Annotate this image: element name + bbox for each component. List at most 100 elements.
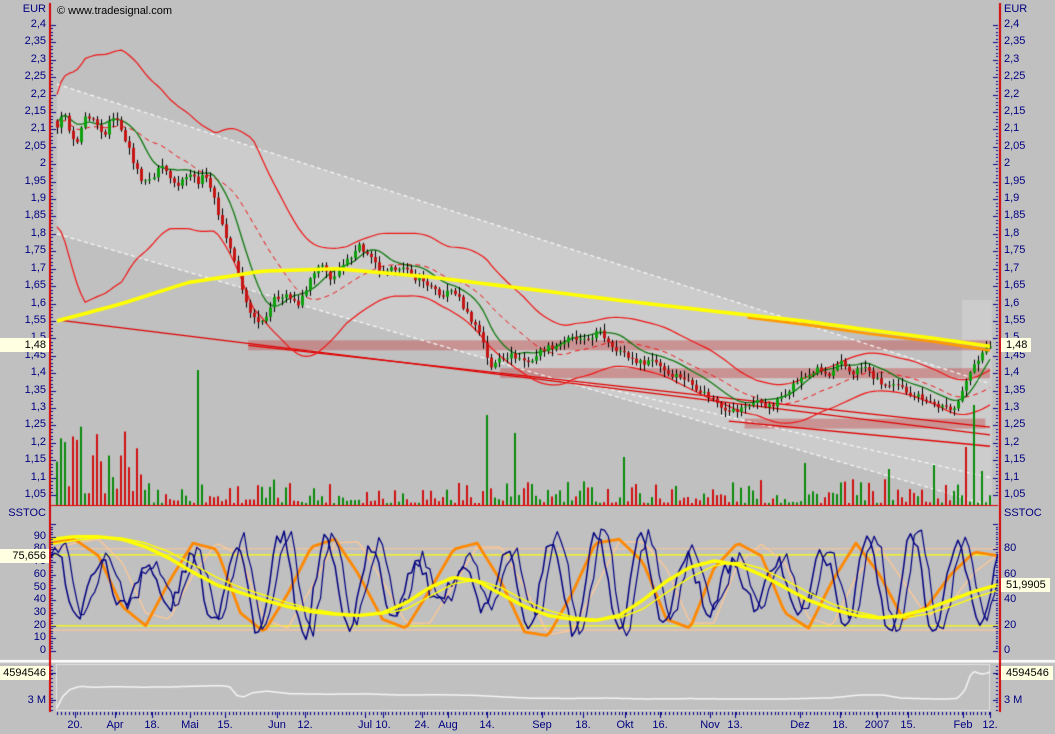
price-axis-label: 1,1 [1004, 470, 1020, 483]
price-axis-label: 2,1 [1004, 122, 1020, 135]
price-axis-label: 2,15 [1004, 105, 1026, 118]
date-axis-label: Mai [181, 719, 199, 731]
date-axis-label: 18. [575, 719, 591, 731]
price-axis-label: 1,75 [1004, 244, 1026, 257]
volume-marker-right: 4594546 [1001, 666, 1053, 680]
sstoc-axis-label: 80 [1004, 542, 1017, 555]
date-axis-label: 15. [217, 719, 233, 731]
price-axis-label: 1,85 [1004, 209, 1026, 222]
price-axis-label: 2,05 [24, 139, 46, 152]
sstoc-axis-label: 40 [33, 593, 46, 606]
sstoc-marker-left: 75,656 [0, 549, 49, 563]
price-axis-label: 2,4 [30, 18, 46, 30]
date-axis-label: Dez [790, 719, 810, 731]
price-axis-label: 2,35 [24, 35, 46, 48]
price-axis-label: 1,65 [24, 279, 46, 292]
sstoc-axis-label: 20 [1004, 618, 1017, 631]
price-axis-label: 1,3 [30, 400, 46, 413]
sstoc-axis-title-left: SSTOC [8, 507, 46, 519]
price-axis-title-right: EUR [1004, 3, 1028, 15]
sstoc-axis-title-right: SSTOC [1004, 507, 1042, 519]
price-axis-label: 1,2 [30, 435, 46, 448]
date-axis-label: Nov [700, 719, 720, 731]
sstoc-axis-label: 10 [33, 631, 46, 644]
price-axis-label: 1,6 [1004, 296, 1020, 309]
date-axis-label: Feb [953, 719, 973, 731]
sstoc-axis-label: 0 [1004, 644, 1011, 656]
date-axis-label: 18. [144, 719, 160, 731]
price-axis-label: 1,35 [1004, 383, 1026, 396]
price-axis-label: 1,8 [1004, 226, 1020, 239]
price-axis-label: 2,25 [1004, 70, 1026, 83]
price-axis-label: 1,4 [1004, 366, 1020, 379]
price-axis-label: 2,35 [1004, 35, 1026, 48]
price-axis-label: 1,55 [1004, 313, 1026, 326]
date-axis-label: 24. [414, 719, 430, 731]
price-axis-label: 1,9 [1004, 192, 1020, 205]
price-axis-label: 1,7 [30, 261, 46, 274]
price-axis-label: 1,55 [24, 313, 46, 326]
date-axis-label: 15. [900, 719, 916, 731]
date-axis-label: Aug [438, 719, 458, 731]
price-marker-left: 1,48 [0, 338, 49, 352]
price-axis-label: 1,4 [30, 366, 46, 379]
date-axis-label: Jul [357, 719, 373, 731]
price-axis-label: 2,15 [24, 105, 46, 118]
volume-3m-label-right: 3 M [1004, 694, 1023, 706]
date-axis-label: 16. [652, 719, 668, 731]
date-axis-label: 13. [727, 719, 743, 731]
copyright-label: © www.tradesignal.com [57, 5, 173, 17]
volume-marker-left: 4594546 [0, 666, 49, 680]
date-axis-label: 14. [479, 719, 495, 731]
price-axis-label: 1,95 [24, 174, 46, 187]
volume-3m-label-left: 3 M [27, 694, 46, 706]
price-axis-label: 1,05 [1004, 488, 1026, 500]
price-axis-label: 1,15 [24, 453, 46, 466]
price-axis-label: 1,85 [24, 209, 46, 222]
sstoc-axis-label: 20 [33, 618, 46, 631]
price-axis-label: 2,4 [1004, 18, 1020, 30]
date-axis-label: 12. [982, 719, 998, 731]
date-axis-label: Sep [532, 719, 552, 731]
price-marker-right: 1,48 [1001, 338, 1032, 352]
price-axis-label: 1,9 [30, 192, 46, 205]
price-axis-label: 2,1 [30, 122, 46, 135]
price-axis-label: 1,65 [1004, 279, 1026, 292]
date-axis-label: Jun [268, 719, 286, 731]
date-axis-label: 2007 [864, 719, 890, 731]
price-axis-label: 1,8 [30, 226, 46, 239]
price-axis-label: 1,1 [30, 470, 46, 483]
price-axis-label: 1,35 [24, 383, 46, 396]
price-axis-label: 1,2 [1004, 435, 1020, 448]
price-axis-label: 1,25 [24, 418, 46, 431]
price-axis-label: 2,3 [1004, 52, 1020, 65]
price-axis-label: 1,05 [24, 488, 46, 500]
price-axis-label: 1,75 [24, 244, 46, 257]
sstoc-axis-label: 0 [39, 644, 46, 656]
sstoc-axis-label: 50 [33, 580, 46, 593]
date-axis-label: 12. [297, 719, 313, 731]
price-axis-label: 1,25 [1004, 418, 1026, 431]
price-axis-label: 2,05 [1004, 139, 1026, 152]
price-axis-label: 2,3 [30, 52, 46, 65]
date-axis-label: Apr [106, 719, 124, 731]
price-axis-label: 1,3 [1004, 400, 1020, 413]
date-axis-label: 20. [67, 719, 83, 731]
price-axis-label: 1,15 [1004, 453, 1026, 466]
sstoc-axis-label: 90 [33, 529, 46, 542]
sstoc-axis-label: 30 [33, 605, 46, 618]
price-axis-label: 2 [39, 157, 46, 170]
sstoc-axis-label: 40 [1004, 593, 1017, 606]
price-axis-title-left: EUR [22, 3, 46, 15]
sstoc-marker-right: 51,9905 [1001, 578, 1050, 592]
date-axis-label: 10. [375, 719, 391, 731]
date-axis-label: 18. [832, 719, 848, 731]
price-axis-label: 2 [1004, 157, 1011, 170]
price-axis-label: 1,7 [1004, 261, 1020, 274]
price-axis-label: 1,95 [1004, 174, 1026, 187]
sstoc-axis-label: 60 [33, 567, 46, 580]
price-axis-label: 2,2 [1004, 87, 1020, 100]
price-axis-label: 2,25 [24, 70, 46, 83]
